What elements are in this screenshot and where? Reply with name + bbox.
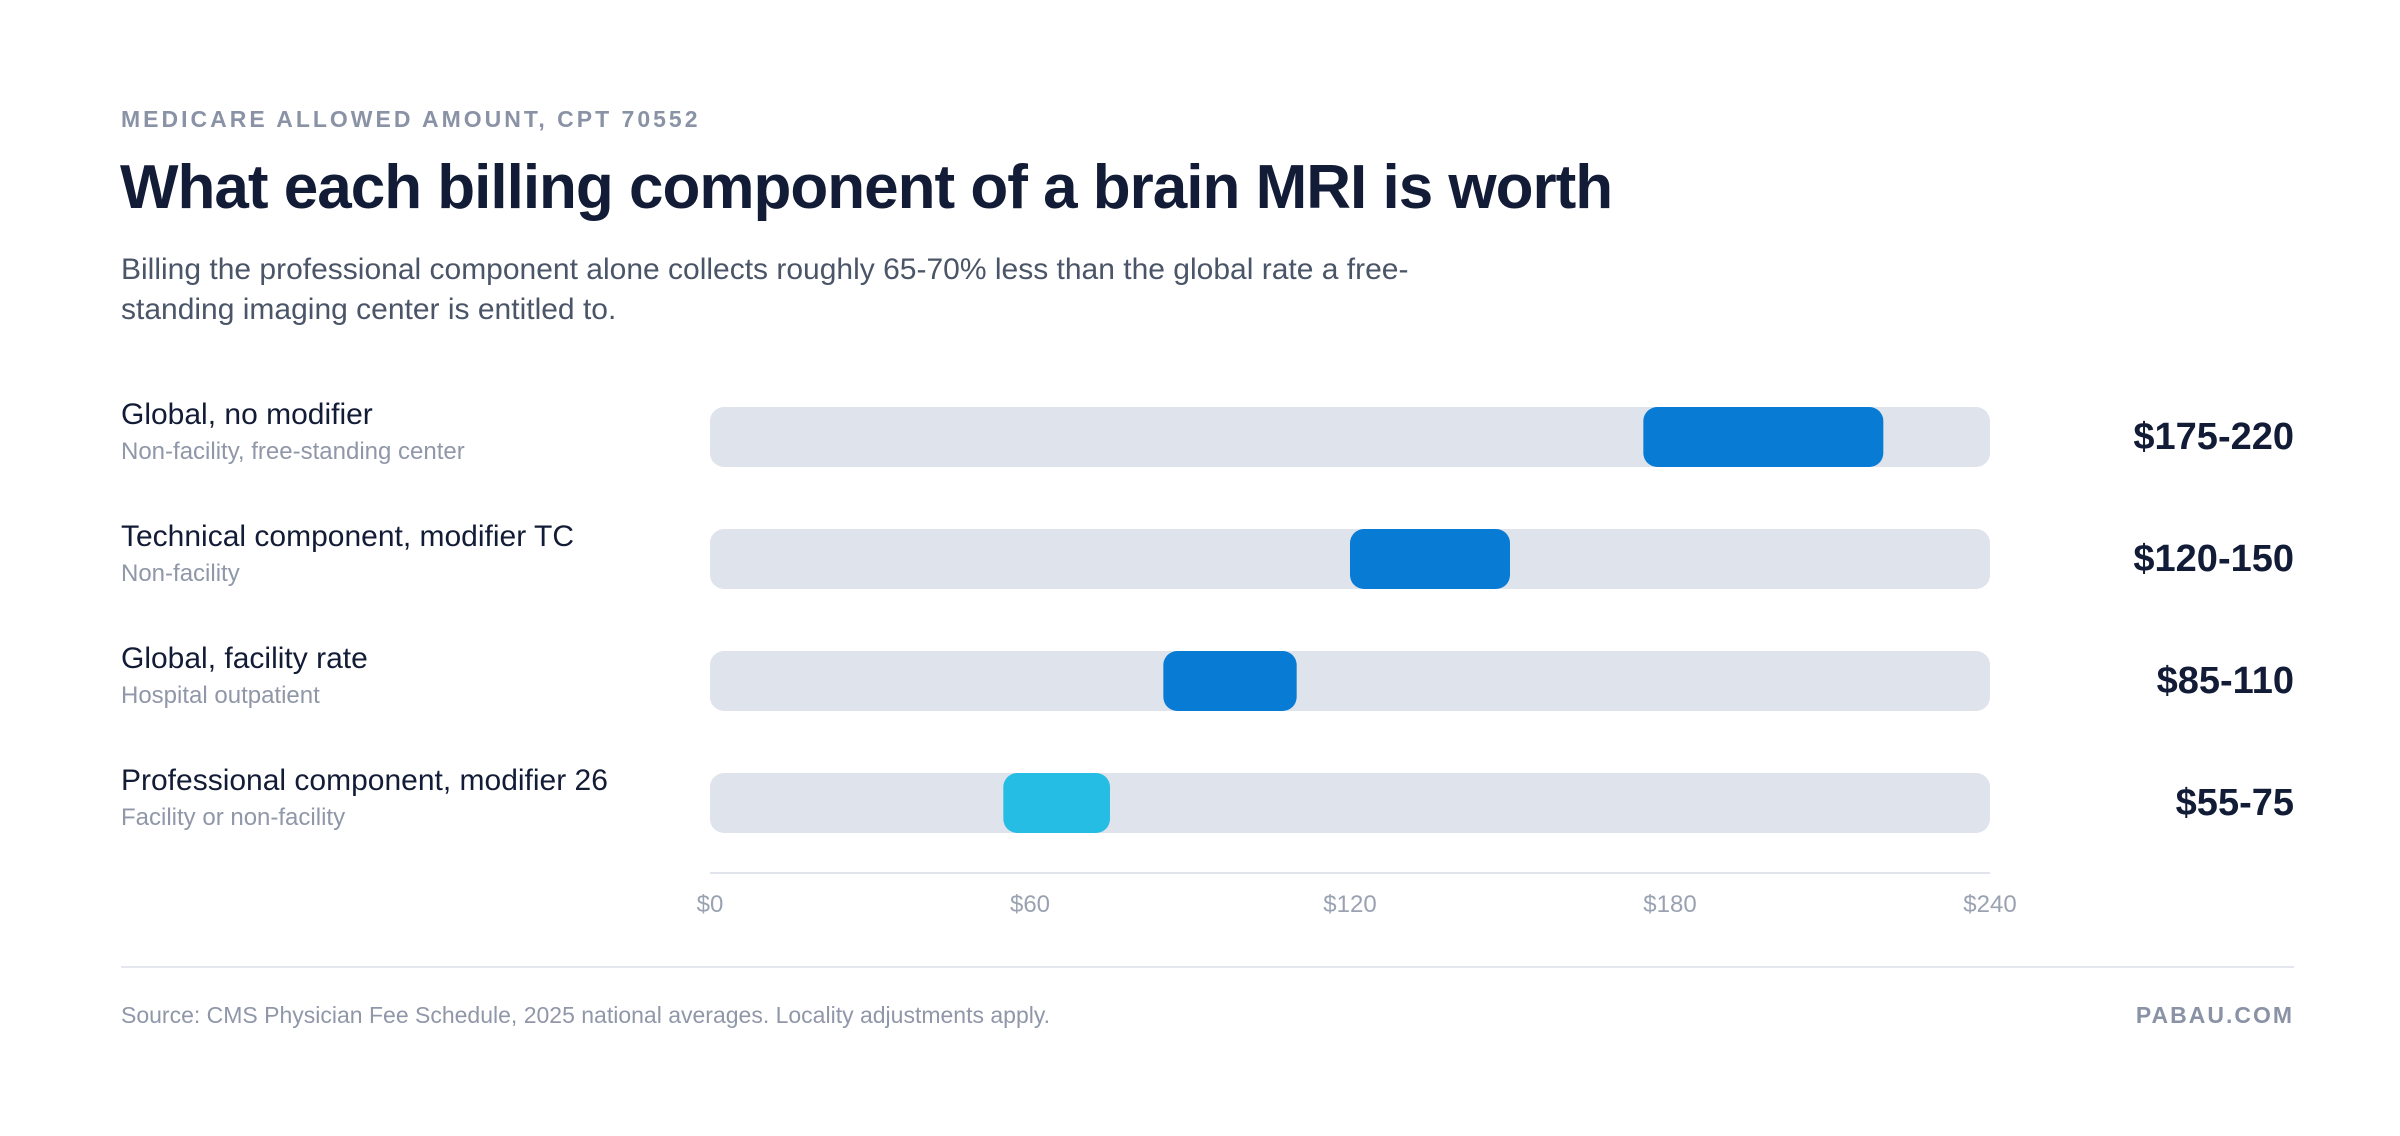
data-label: $55-75	[2175, 782, 2294, 824]
row-note: Facility or non-facility	[121, 804, 346, 831]
range-bar	[1003, 773, 1110, 833]
data-label: $175-220	[2133, 416, 2294, 458]
source-note: Source: CMS Physician Fee Schedule, 2025…	[121, 1002, 1051, 1028]
data-label: $120-150	[2133, 538, 2294, 580]
x-tick-label: $120	[1323, 891, 1376, 918]
row-label: Global, no modifier Non-facility, free-st…	[121, 397, 701, 467]
x-tick-label: $240	[1963, 891, 2016, 918]
range-bar-chart: $0 $60 $120 $180 $240	[697, 407, 2017, 918]
row-note: Hospital outpatient	[121, 682, 320, 709]
data-label: $85-110	[2156, 660, 2294, 702]
bar-track	[710, 651, 1990, 711]
range-bar	[1350, 529, 1510, 589]
row-note: Non-facility	[121, 560, 240, 587]
footer-divider	[121, 966, 2294, 968]
x-tick-label: $60	[1010, 891, 1050, 918]
x-tick-label: $180	[1643, 891, 1696, 918]
chart-subtitle: Billing the professional component alone…	[121, 253, 1409, 326]
row-name: Professional component, modifier 26	[121, 764, 608, 797]
row-name: Global, facility rate	[121, 642, 368, 675]
row-label: Technical component, modifier TC Non-faci…	[121, 519, 701, 589]
row-label: Global, facility rate Hospital outpatient	[121, 641, 701, 711]
bar-track	[710, 773, 1990, 833]
range-bar	[1163, 651, 1297, 711]
row-label: Professional component, modifier 26 Facil…	[121, 763, 701, 833]
row-name: Technical component, modifier TC	[121, 520, 574, 553]
row-note: Non-facility, free-standing center	[121, 438, 465, 465]
x-tick-label: $0	[697, 891, 724, 918]
chart-title: What each billing component of a brain M…	[120, 153, 1613, 222]
chart-eyebrow: MEDICARE ALLOWED AMOUNT, CPT 70552	[121, 106, 701, 132]
range-bar	[1643, 407, 1884, 467]
brand-label: PABAU.COM	[2135, 1002, 2294, 1028]
row-name: Global, no modifier	[121, 398, 373, 431]
